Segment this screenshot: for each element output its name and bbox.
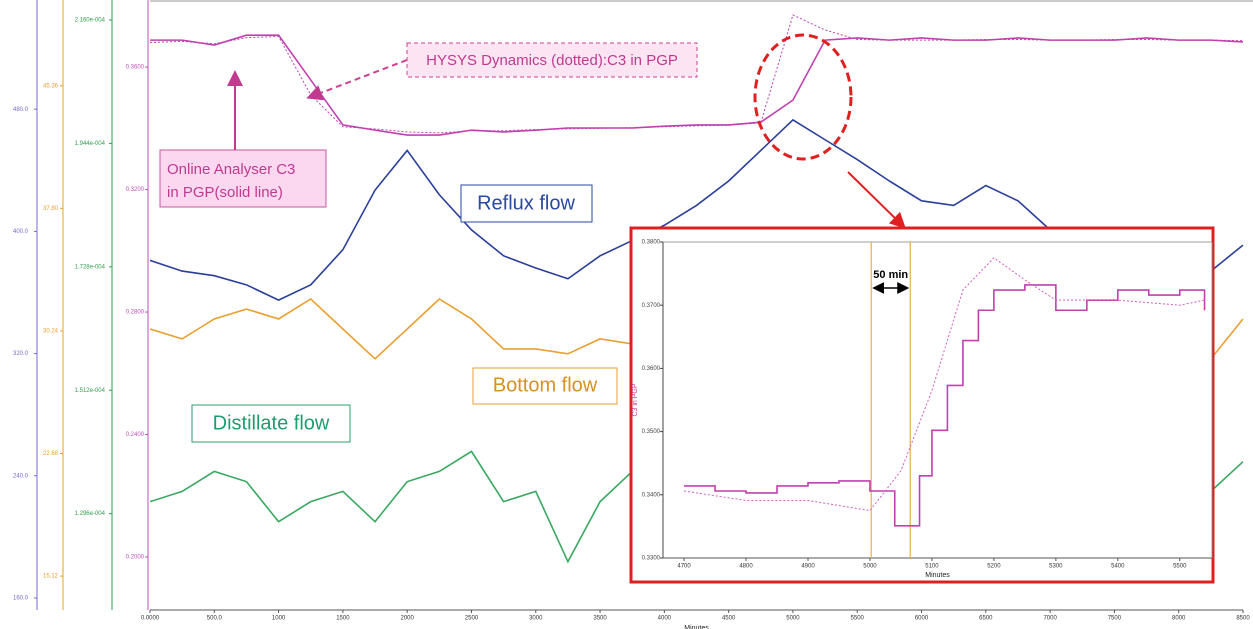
y-tick-label: 0.3400 xyxy=(642,492,661,498)
annotation: in PGP(solid line) xyxy=(167,184,283,201)
y-tick-label: 0.3700 xyxy=(642,303,661,309)
x-tick-label: 1000 xyxy=(272,616,286,622)
data-line xyxy=(150,14,1244,134)
y-tick-label: 0.3800 xyxy=(642,240,661,246)
y-tick-label: 0.2800 xyxy=(126,310,145,316)
x-tick-label: 7000 xyxy=(1043,616,1057,622)
highlight-ellipse xyxy=(753,33,853,161)
y-tick-label: 240.0 xyxy=(13,473,29,479)
y-tick-label: 480.0 xyxy=(13,107,29,113)
x-tick-label: 5100 xyxy=(925,564,939,570)
x-tick-label: 5200 xyxy=(987,564,1001,570)
inset: 0.3300 0.3400 0.3500 0.3600 0.3700 0.3800 4700… xyxy=(629,226,1215,584)
x-tick-label: 0.0000 xyxy=(141,616,160,622)
x-axis-label: Minutes xyxy=(925,572,950,579)
x-tick-label: 6000 xyxy=(915,616,929,622)
y-tick-label: 0.2400 xyxy=(126,432,145,438)
y-tick-label: 30.24 xyxy=(43,329,59,335)
y-tick-label: 15.12 xyxy=(43,574,59,580)
x-tick-label: 8500 xyxy=(1236,616,1250,622)
y-tick-label: 160.0 xyxy=(13,596,29,602)
x-tick-label: 2000 xyxy=(400,616,414,622)
y-tick-label: 1.944e-004 xyxy=(75,141,106,147)
y-axis-label: C3 in PGP xyxy=(632,383,639,416)
annotations: HYSYS Dynamics (dotted):C3 in PGP Online… xyxy=(159,33,906,443)
x-tick-label: 1500 xyxy=(336,616,350,622)
annotation-arrow xyxy=(306,59,408,101)
y-tick-label: 37.80 xyxy=(43,206,59,212)
y-tick-label: 0.2000 xyxy=(126,555,145,561)
x-tick-label: 4900 xyxy=(801,564,815,570)
annotation-box xyxy=(406,42,698,78)
x-tick-label: 8000 xyxy=(1172,616,1186,622)
x-tick-label: 5500 xyxy=(851,616,865,622)
y-tick-label: 0.3600 xyxy=(126,65,145,71)
annotation-box xyxy=(460,184,593,223)
annotation-box xyxy=(191,404,351,443)
x-tick-label: 2500 xyxy=(465,616,479,622)
y-tick-label: 1.296e-004 xyxy=(75,511,106,517)
x-tick-label: 5400 xyxy=(1111,564,1125,570)
x-tick-label: 500.0 xyxy=(207,616,223,622)
inset-plot xyxy=(662,241,1213,559)
x-tick-label: 4000 xyxy=(658,616,672,622)
annotation: 50 min xyxy=(873,269,908,281)
x-tick-label: 3500 xyxy=(593,616,607,622)
x-tick-label: 5000 xyxy=(863,564,877,570)
annotation-box xyxy=(159,149,327,208)
y-tick-label: 45.36 xyxy=(43,83,59,89)
annotation-box xyxy=(472,367,618,405)
y-tick-label: 0.3600 xyxy=(642,366,661,372)
y-tick-label: 0.3300 xyxy=(642,556,661,562)
y-tick-label: 1.512e-004 xyxy=(75,388,106,394)
annotation: Reflux flow xyxy=(477,192,575,214)
y-tick-label: 0.3500 xyxy=(642,429,661,435)
annotation: HYSYS Dynamics (dotted):C3 in PGP xyxy=(426,52,678,69)
x-tick-label: 4700 xyxy=(677,564,691,570)
x-tick-label: 6500 xyxy=(979,616,993,622)
x-tick-label: 4500 xyxy=(722,616,736,622)
y-tick-label: 0.3200 xyxy=(126,187,145,193)
x-tick-label: 4800 xyxy=(739,564,753,570)
annotation-arrow xyxy=(847,171,906,229)
x-tick-label: 3000 xyxy=(529,616,543,622)
data-line xyxy=(683,257,1205,512)
y-tick-label: 2.160e-004 xyxy=(75,18,106,24)
x-axis-label: Minutes xyxy=(684,625,709,629)
annotation: Distillate flow xyxy=(213,412,330,434)
data-line xyxy=(684,284,1206,527)
x-tick-label: 5000 xyxy=(786,616,800,622)
series-group xyxy=(683,257,1206,527)
x-tick-label: 7500 xyxy=(1108,616,1122,622)
y-tick-label: 400.0 xyxy=(13,229,29,235)
y-tick-label: 1.728e-004 xyxy=(75,264,106,270)
x-tick-label: 5300 xyxy=(1049,564,1063,570)
y-tick-label: 22.68 xyxy=(43,451,59,457)
annotation: Online Analyser C3 xyxy=(167,161,295,178)
annotation: Bottom flow xyxy=(493,374,598,396)
x-tick-label: 5500 xyxy=(1173,564,1187,570)
y-tick-label: 320.0 xyxy=(13,351,29,357)
